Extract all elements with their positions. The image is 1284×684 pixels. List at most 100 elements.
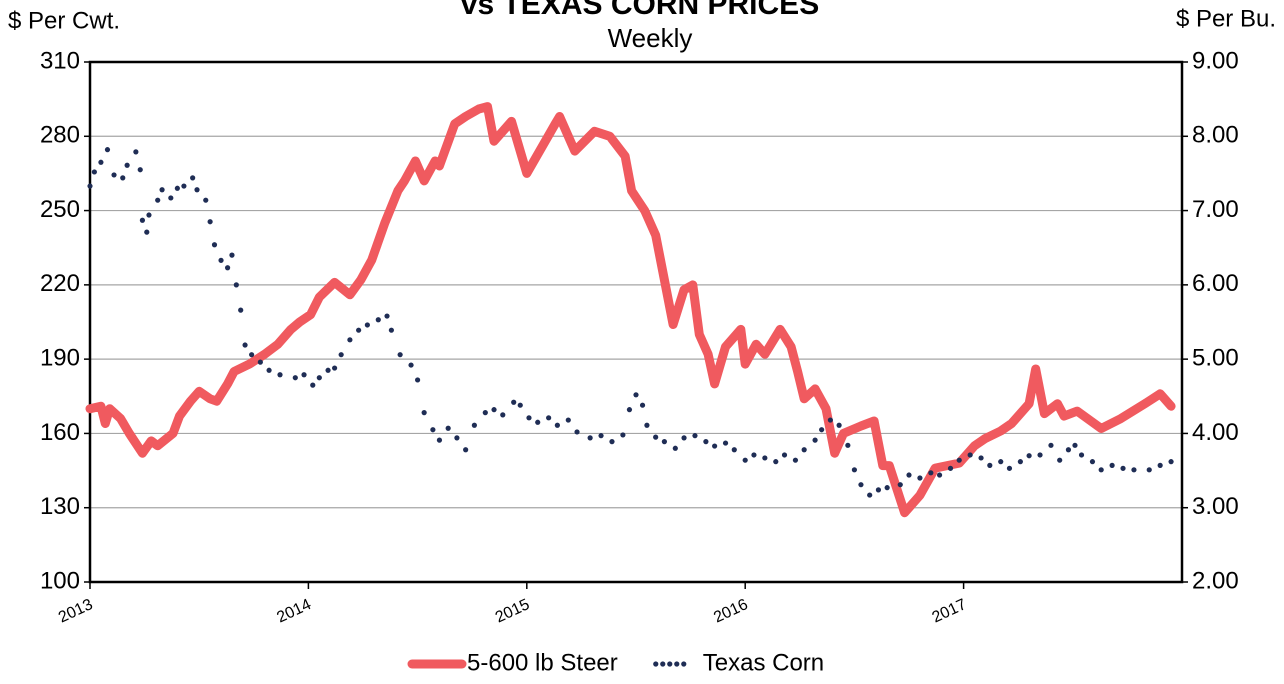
corn-dot <box>546 415 552 421</box>
corn-dot <box>233 282 239 288</box>
corn-dot <box>482 410 488 416</box>
corn-dot <box>626 407 633 413</box>
corn-dot <box>332 365 338 371</box>
corn-dot <box>364 322 370 328</box>
corn-dot <box>712 443 718 449</box>
corn-dot <box>1078 452 1085 458</box>
corn-dot <box>415 377 421 383</box>
corn-dot <box>1065 447 1072 453</box>
corn-dot <box>1026 453 1032 459</box>
corn-dot <box>792 457 799 463</box>
corn-dot <box>1006 465 1013 471</box>
corn-dot <box>194 187 200 193</box>
corn-dot <box>159 187 165 193</box>
corn-dot <box>703 439 709 445</box>
corn-dot <box>928 470 934 476</box>
corn-dot <box>133 149 139 155</box>
y2-tick-label: 2.00 <box>1192 567 1239 594</box>
corn-dot <box>875 487 882 493</box>
steer-line <box>85 102 1176 518</box>
corn-dot <box>146 212 152 218</box>
corn-dot <box>731 447 737 453</box>
corn-dot <box>325 367 331 373</box>
y2-tick-label: 5.00 <box>1192 344 1239 371</box>
corn-dot <box>609 439 615 445</box>
y-tick-label: 280 <box>40 122 80 149</box>
corn-dot <box>812 437 818 443</box>
corn-dot <box>463 447 469 453</box>
corn-dot <box>998 459 1004 465</box>
corn-dot <box>292 375 298 381</box>
corn-dot <box>917 475 923 481</box>
corn-dot <box>137 167 143 173</box>
corn-dot <box>500 412 506 418</box>
corn-dot <box>104 147 111 153</box>
corn-dot <box>967 452 973 458</box>
corn-dot <box>1109 462 1115 468</box>
legend-label: Texas Corn <box>703 649 824 676</box>
x-tick-label: 2017 <box>930 596 970 627</box>
corn-dot <box>445 425 451 431</box>
corn-dot <box>845 442 851 448</box>
corn-dot <box>491 407 497 413</box>
legend-label: 5-600 lb Steer <box>467 649 618 676</box>
y-tick-label: 130 <box>40 493 80 520</box>
corn-dot <box>375 317 381 323</box>
corn-dot <box>742 457 748 463</box>
corn-dot <box>858 482 864 488</box>
corn-dot <box>242 342 248 348</box>
corn-dot <box>1089 459 1096 465</box>
corn-dot <box>956 457 962 463</box>
y2-tick-label: 9.00 <box>1192 47 1239 74</box>
y2-tick-label: 7.00 <box>1192 196 1239 223</box>
corn-dot <box>574 429 580 435</box>
plot-frame <box>88 60 1184 584</box>
corn-dot <box>867 492 873 498</box>
y2-tick-label: 3.00 <box>1192 493 1239 520</box>
corn-dot <box>1098 467 1104 473</box>
corn-dot <box>781 452 788 458</box>
corn-dot <box>190 175 196 181</box>
corn-dot <box>1048 442 1054 448</box>
corn-dot <box>1072 442 1078 448</box>
corn-dot <box>316 375 322 381</box>
corn-dot <box>598 433 604 439</box>
corn-dot <box>906 472 912 478</box>
corn-dot <box>1037 452 1043 458</box>
corn-dot <box>587 435 593 441</box>
y-tick-label: 190 <box>40 344 80 371</box>
corn-dot <box>301 372 307 378</box>
x-tick-label: 2014 <box>274 596 314 627</box>
corn-dot <box>347 337 353 343</box>
chart-subtitle: Weekly <box>608 23 693 53</box>
corn-dot <box>681 435 687 441</box>
corn-dot <box>436 437 443 443</box>
corn-dot <box>620 432 626 438</box>
corn-dot <box>203 197 209 203</box>
y2-axis-label: $ Per Bu. <box>1176 5 1276 32</box>
corn-dot <box>430 427 436 433</box>
corn-dot <box>174 185 180 191</box>
corn-dot <box>653 434 659 440</box>
legend-swatch <box>674 661 680 667</box>
corn-dot <box>827 417 833 423</box>
corn-dot <box>277 372 283 378</box>
corn-dot <box>98 159 104 165</box>
corn-dot <box>1057 457 1063 463</box>
corn-dot <box>224 265 231 271</box>
corn-dot <box>249 352 255 358</box>
corn-dot <box>111 172 117 178</box>
corn-dot <box>168 195 174 201</box>
corn-dot <box>207 219 213 225</box>
corn-dot <box>644 422 650 428</box>
corn-dot <box>801 447 807 453</box>
corn-dot <box>144 229 150 235</box>
corn-dot <box>211 242 218 248</box>
corn-dot <box>851 467 858 473</box>
y-tick-label: 160 <box>40 419 80 446</box>
corn-dot <box>836 422 842 428</box>
corn-dot <box>661 439 667 445</box>
chart-title: vs TEXAS CORN PRICES <box>461 0 819 21</box>
corn-dot <box>310 382 316 388</box>
